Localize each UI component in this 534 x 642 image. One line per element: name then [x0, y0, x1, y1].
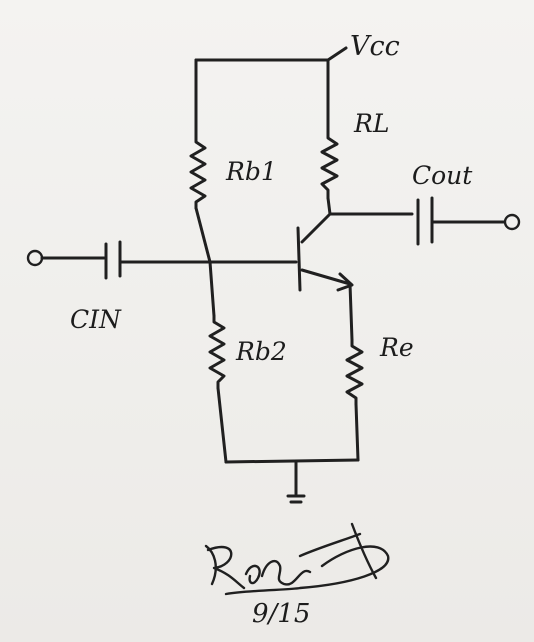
signature-scribble: [204, 522, 390, 596]
rl-bottom-wire: [326, 196, 332, 216]
re-label: Re: [379, 333, 414, 362]
cin-label: CIN: [70, 305, 122, 334]
rb1-resistor: [189, 133, 207, 210]
collector-lead: [300, 212, 414, 244]
vcc-label: Vcc: [350, 31, 400, 62]
date-label: 9/15: [252, 599, 310, 629]
re-top-wire: [348, 282, 354, 342]
output-terminal[interactable]: [503, 213, 521, 231]
rb2-resistor: [208, 314, 226, 390]
rb2-top-wire: [208, 260, 216, 318]
rb1-bottom-wire: [194, 206, 212, 264]
rb2-bottom-wire: [216, 386, 228, 464]
emitter-arrow-icon: [336, 272, 354, 292]
signature-text: Robert: [213, 595, 256, 609]
ground-rail-wire: [224, 458, 360, 464]
vcc-rail-wire: [194, 46, 348, 62]
rl-resistor: [320, 128, 339, 200]
rb2-label: Rb2: [235, 337, 287, 366]
cout-label: Cout: [412, 161, 473, 190]
ground-icon: [286, 494, 306, 504]
rb1-label: Rb1: [225, 157, 277, 186]
input-terminal[interactable]: [26, 249, 44, 267]
rl-label: RL: [353, 109, 389, 138]
re-bottom-wire: [354, 402, 360, 462]
transistor-emitter-lead: [300, 268, 352, 286]
transistor-base-bar: [296, 226, 302, 292]
re-resistor: [345, 338, 364, 406]
